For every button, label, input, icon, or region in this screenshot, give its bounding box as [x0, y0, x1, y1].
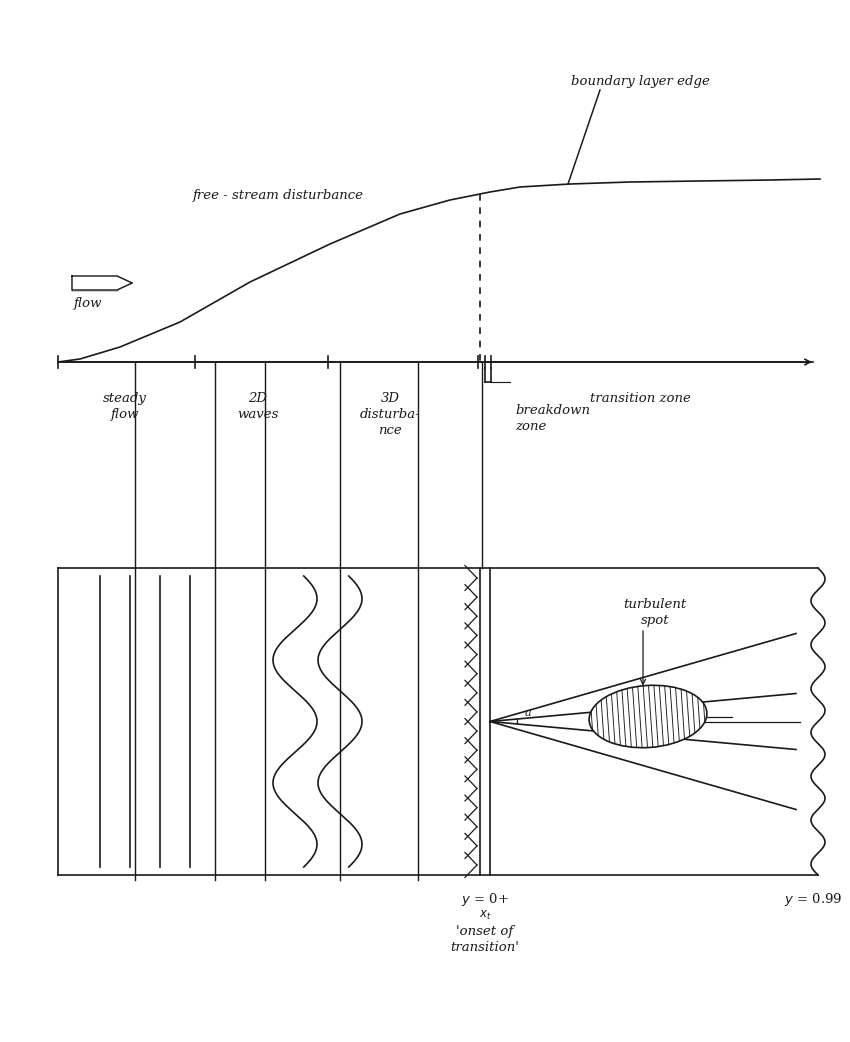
Text: turbulent
spot: turbulent spot	[623, 598, 687, 627]
Ellipse shape	[589, 686, 707, 748]
Text: $x_t$: $x_t$	[479, 909, 491, 922]
Text: $y$ = 0.99: $y$ = 0.99	[784, 891, 842, 908]
Text: boundary layer edge: boundary layer edge	[570, 75, 710, 89]
Text: transition zone: transition zone	[590, 392, 690, 405]
Polygon shape	[72, 276, 132, 290]
Text: $y$ = 0+: $y$ = 0+	[461, 891, 509, 908]
Text: 3D
disturba-
nce: 3D disturba- nce	[360, 392, 420, 437]
Text: 2D
waves: 2D waves	[237, 392, 279, 421]
Text: steady
flow: steady flow	[103, 392, 147, 421]
Text: a: a	[524, 708, 531, 718]
Text: free - stream disturbance: free - stream disturbance	[192, 189, 364, 201]
Text: flow: flow	[74, 297, 103, 311]
Text: 'onset of
transition': 'onset of transition'	[450, 925, 519, 954]
Text: breakdown
zone: breakdown zone	[515, 404, 590, 433]
